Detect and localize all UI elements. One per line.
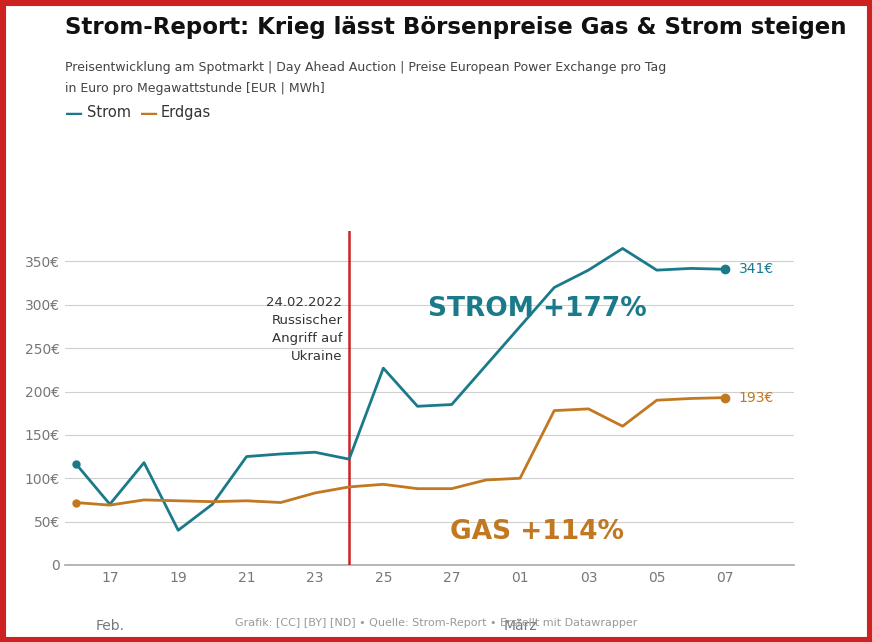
Text: STROM +177%: STROM +177%	[428, 296, 646, 322]
Text: Strom-Report: Krieg lässt Börsenpreise Gas & Strom steigen: Strom-Report: Krieg lässt Börsenpreise G…	[65, 16, 847, 39]
Text: Grafik: [CC] [BY] [ND] • Quelle: Strom-Report • Erstellt mit Datawrapper: Grafik: [CC] [BY] [ND] • Quelle: Strom-R…	[235, 618, 637, 628]
Text: Feb.: Feb.	[95, 619, 125, 633]
Text: Preisentwicklung am Spotmarkt | Day Ahead Auction | Preise European Power Exchan: Preisentwicklung am Spotmarkt | Day Ahea…	[65, 61, 667, 74]
Text: GAS +114%: GAS +114%	[450, 519, 624, 545]
Text: 193€: 193€	[739, 390, 774, 404]
Text: —: —	[140, 105, 158, 123]
Text: —: —	[65, 105, 84, 123]
Text: in Euro pro Megawattstunde [EUR | MWh]: in Euro pro Megawattstunde [EUR | MWh]	[65, 82, 325, 95]
Text: Strom: Strom	[87, 105, 131, 119]
Text: Erdgas: Erdgas	[160, 105, 211, 119]
Text: 341€: 341€	[739, 263, 774, 276]
Text: März: März	[503, 619, 537, 633]
Text: 24.02.2022
Russischer
Angriff auf
Ukraine: 24.02.2022 Russischer Angriff auf Ukrain…	[267, 296, 343, 363]
